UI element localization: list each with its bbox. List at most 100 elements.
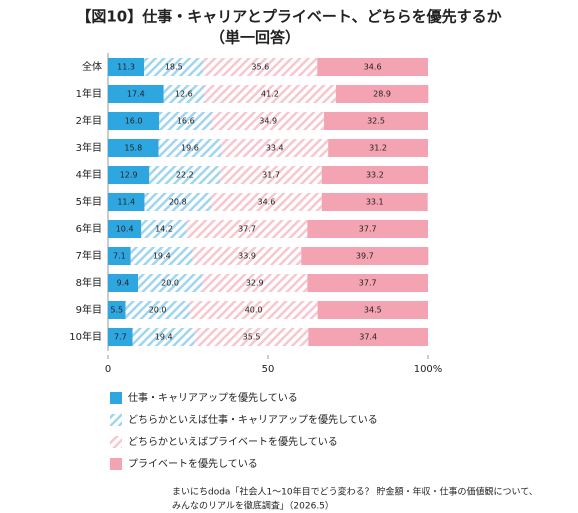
data-label: 31.7 — [262, 171, 280, 180]
y-tick-label: 6年目 — [76, 222, 102, 235]
data-label: 34.5 — [364, 306, 382, 315]
data-label: 20.0 — [149, 306, 167, 315]
bar-segment — [321, 193, 428, 211]
data-label: 10.4 — [116, 225, 134, 234]
bar-segment — [149, 166, 221, 184]
bar-segment — [221, 139, 329, 157]
data-label: 18.5 — [165, 63, 183, 72]
data-label: 32.9 — [246, 279, 264, 288]
x-tick-label: 100% — [414, 364, 443, 375]
data-label: 37.7 — [359, 279, 377, 288]
bar-segment — [130, 247, 193, 265]
data-label: 19.4 — [155, 333, 173, 342]
data-label: 33.2 — [366, 171, 384, 180]
data-label: 14.2 — [155, 225, 173, 234]
data-label: 12.9 — [120, 171, 138, 180]
legend-swatch — [110, 392, 122, 404]
bar-segment — [144, 58, 204, 76]
bar-segment — [328, 139, 428, 157]
bar-segment — [192, 247, 302, 265]
bar-segment — [324, 112, 428, 130]
bar-segment — [108, 274, 139, 292]
data-label: 34.9 — [259, 117, 277, 126]
bar-segment — [144, 193, 212, 211]
bar-segment — [141, 220, 187, 238]
data-label: 16.6 — [177, 117, 195, 126]
source-note: まいにちdoda「社会人1～10年目でどう変わる？ 貯金額・年収・仕事の価値観に… — [172, 486, 538, 498]
data-label: 31.2 — [369, 144, 387, 153]
data-label: 20.0 — [161, 279, 179, 288]
data-label: 20.8 — [169, 198, 187, 207]
data-label: 37.4 — [359, 333, 377, 342]
y-tick-label: 全体 — [82, 60, 102, 73]
bar-segment — [202, 274, 308, 292]
y-tick-label: 8年目 — [76, 276, 102, 289]
data-label: 33.9 — [238, 252, 256, 261]
data-label: 33.4 — [266, 144, 284, 153]
data-label: 11.4 — [117, 198, 135, 207]
data-label: 22.2 — [176, 171, 194, 180]
bar-segment — [132, 328, 195, 346]
bar-segment — [335, 85, 429, 103]
chart-subtitle: （単一回答） — [210, 29, 300, 47]
y-tick-label: 2年目 — [76, 114, 102, 127]
bar-segment — [194, 328, 309, 346]
bar-segment — [158, 139, 222, 157]
data-label: 11.3 — [117, 63, 135, 72]
bar-segment — [317, 58, 428, 76]
data-label: 39.7 — [356, 252, 374, 261]
data-label: 37.7 — [238, 225, 256, 234]
data-label: 35.6 — [251, 63, 269, 72]
y-tick-label: 9年目 — [76, 303, 102, 316]
bar-segment — [108, 85, 164, 103]
data-label: 28.9 — [373, 90, 391, 99]
y-tick-label: 4年目 — [76, 168, 102, 181]
bar-segment — [108, 220, 142, 238]
bar-segment — [108, 139, 159, 157]
bar-segment — [125, 301, 190, 319]
data-label: 15.8 — [124, 144, 142, 153]
data-label: 12.6 — [175, 90, 193, 99]
data-label: 34.6 — [364, 63, 382, 72]
bar-segment — [317, 301, 428, 319]
data-label: 34.6 — [257, 198, 275, 207]
bar-segment — [108, 112, 160, 130]
x-tick-label: 50 — [262, 364, 275, 375]
bar-segment — [163, 85, 204, 103]
legend-label: 仕事・キャリアアップを優先している — [128, 391, 298, 404]
bar-segment — [108, 193, 145, 211]
data-label: 41.2 — [261, 90, 279, 99]
y-tick-label: 5年目 — [76, 195, 102, 208]
bar-segment — [203, 58, 318, 76]
bar-segment — [211, 193, 322, 211]
legend-label: どちらかといえばプライベートを優先している — [128, 435, 338, 448]
chart-title: 【図10】仕事・キャリアとプライベート、どちらを優先するか — [76, 8, 501, 26]
y-tick-label: 10年目 — [69, 330, 102, 343]
data-label: 40.0 — [245, 306, 263, 315]
data-label: 5.5 — [110, 306, 123, 315]
bar-segment — [307, 274, 428, 292]
data-label: 16.0 — [125, 117, 143, 126]
data-label: 35.5 — [243, 333, 261, 342]
data-label: 9.4 — [117, 279, 130, 288]
bar-segment — [321, 166, 428, 184]
bar-segment — [212, 112, 324, 130]
x-tick-label: 0 — [105, 364, 111, 375]
y-tick-label: 3年目 — [76, 141, 102, 154]
bar-segment — [186, 220, 308, 238]
data-label: 19.6 — [181, 144, 199, 153]
data-label: 7.7 — [114, 333, 127, 342]
bar-segment — [108, 301, 126, 319]
bar-segment — [189, 301, 318, 319]
data-label: 7.1 — [113, 252, 126, 261]
data-label: 33.1 — [366, 198, 384, 207]
bar-segment — [108, 58, 145, 76]
legend-swatch — [110, 458, 122, 470]
data-label: 17.4 — [127, 90, 145, 99]
bar-segment — [301, 247, 429, 265]
y-tick-label: 7年目 — [76, 249, 102, 262]
y-tick-label: 1年目 — [76, 87, 102, 100]
legend-label: どちらかといえば仕事・キャリアアップを優先している — [128, 413, 378, 426]
bar-segment — [108, 328, 133, 346]
